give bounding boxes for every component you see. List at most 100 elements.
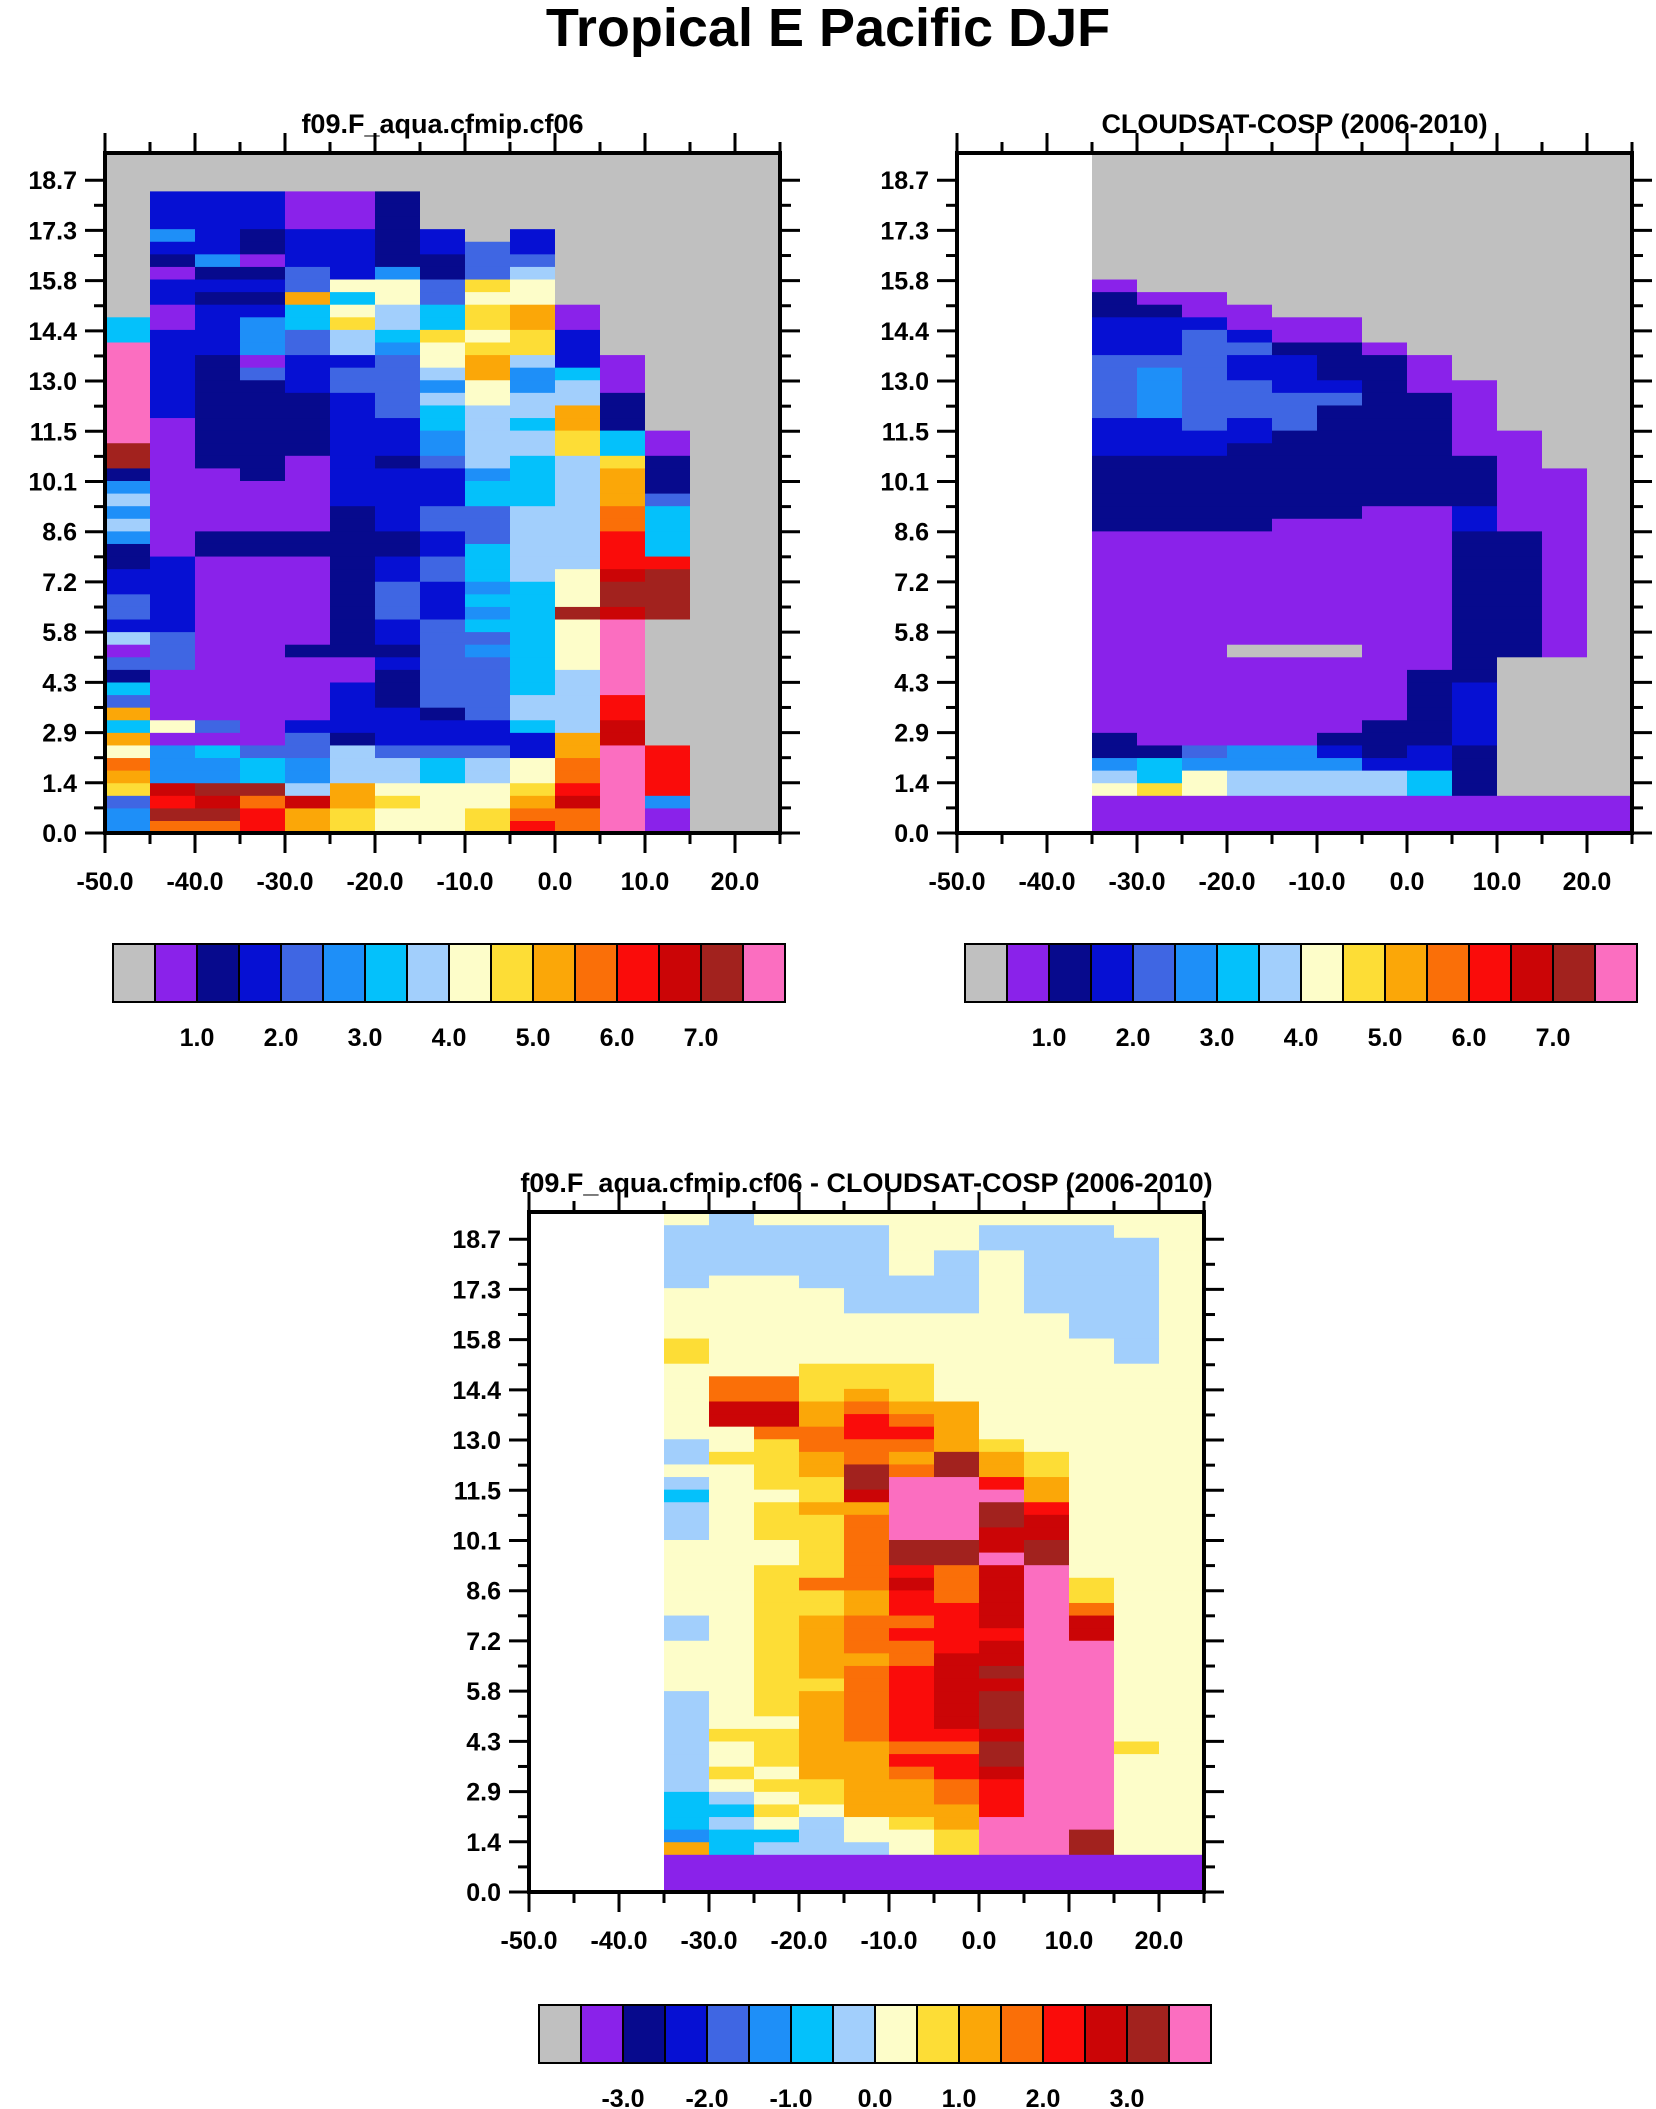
heatmap-cell	[889, 1841, 935, 1855]
heatmap-cell	[1452, 820, 1498, 834]
heatmap-cell	[735, 770, 781, 784]
heatmap-cell	[934, 1426, 980, 1440]
heatmap-cell	[934, 1350, 980, 1364]
heatmap-cell	[420, 379, 466, 393]
heatmap-cell	[195, 593, 241, 607]
heatmap-cell	[420, 770, 466, 784]
heatmap-cell	[465, 782, 511, 796]
heatmap-cell	[600, 354, 646, 368]
heatmap-cell	[285, 215, 331, 230]
heatmap-cell	[844, 1312, 890, 1326]
heatmap-cell	[420, 656, 466, 670]
heatmap-cell	[150, 354, 196, 368]
heatmap-cell	[690, 782, 736, 796]
heatmap-cell	[690, 631, 736, 645]
heatmap-cell	[664, 1778, 710, 1792]
heatmap-cell	[709, 1438, 755, 1452]
heatmap-cell	[1159, 1224, 1205, 1238]
heatmap-cell	[1272, 656, 1318, 670]
heatmap-cell	[1227, 354, 1273, 368]
heatmap-cell	[1452, 530, 1498, 544]
heatmap-cell	[600, 190, 646, 204]
heatmap-cell	[1587, 304, 1633, 318]
heatmap-cell	[844, 1740, 890, 1755]
heatmap-cell	[1137, 581, 1183, 595]
heatmap-cell	[1272, 543, 1318, 557]
heatmap-cell	[375, 241, 421, 255]
heatmap-cell	[150, 732, 196, 746]
heatmap-cell	[709, 1841, 755, 1855]
heatmap-cell	[465, 291, 511, 305]
heatmap-cell	[1362, 505, 1408, 519]
heatmap-cell	[844, 1476, 890, 1490]
heatmap-cell	[1092, 555, 1138, 570]
heatmap-cell	[645, 795, 691, 809]
heatmap-cell	[465, 669, 511, 683]
heatmap-cell	[465, 316, 511, 330]
heatmap-cell	[889, 1501, 935, 1515]
heatmap-cell	[1182, 404, 1228, 419]
heatmap-cell	[555, 165, 601, 179]
heatmap-cell	[1452, 656, 1498, 670]
heatmap-cell	[1407, 153, 1453, 167]
heatmap-cell	[1159, 1627, 1205, 1641]
heatmap-cell	[150, 631, 196, 645]
heatmap-cell	[1137, 404, 1183, 419]
heatmap-cell	[664, 1262, 710, 1276]
heatmap-cell	[690, 644, 736, 658]
heatmap-cell	[1272, 555, 1318, 570]
heatmap-cell	[1497, 593, 1543, 607]
y-tick-label: 17.3	[452, 1276, 501, 1304]
heatmap-cell	[1407, 341, 1453, 356]
heatmap-cell	[1362, 530, 1408, 544]
heatmap-cell	[600, 417, 646, 431]
heatmap-cell	[664, 1690, 710, 1704]
heatmap-cell	[645, 430, 691, 444]
heatmap-cell	[285, 618, 331, 633]
heatmap-cell	[1182, 291, 1228, 305]
heatmap-cell	[1272, 404, 1318, 419]
heatmap-cell	[465, 178, 511, 192]
heatmap-cell	[600, 304, 646, 318]
heatmap-cell	[105, 291, 151, 305]
heatmap-cell	[934, 1703, 980, 1717]
heatmap-cell	[105, 744, 151, 759]
heatmap-cell	[1024, 1703, 1070, 1717]
heatmap-cell	[1497, 304, 1543, 318]
heatmap-cell	[1317, 241, 1363, 255]
heatmap-cell	[330, 316, 376, 330]
heatmap-cell	[1407, 581, 1453, 595]
heatmap-cell	[1114, 1803, 1160, 1818]
y-tick-label: 4.3	[42, 669, 77, 697]
heatmap-cell	[1452, 316, 1498, 330]
heatmap-cell	[1159, 1539, 1205, 1553]
heatmap-cell	[1407, 593, 1453, 607]
heatmap-cell	[330, 455, 376, 469]
heatmap-cell	[285, 530, 331, 544]
heatmap-cell	[1159, 1552, 1205, 1566]
heatmap-cell	[105, 644, 151, 658]
heatmap-cell	[934, 1539, 980, 1553]
heatmap-cell	[735, 606, 781, 620]
heatmap-cell	[465, 656, 511, 670]
heatmap-cell	[1452, 228, 1498, 242]
heatmap-cell	[1227, 329, 1273, 343]
heatmap-cell	[1159, 1753, 1205, 1767]
heatmap-cell	[600, 581, 646, 595]
colorbar-box	[1042, 2004, 1086, 2064]
heatmap-cell	[1497, 807, 1543, 821]
heatmap-cell	[979, 1489, 1025, 1503]
heatmap-cell	[1092, 795, 1138, 809]
heatmap-cell	[105, 518, 151, 532]
heatmap-cell	[1452, 241, 1498, 255]
y-tick-label: 2.9	[466, 1779, 501, 1807]
heatmap-cell	[844, 1766, 890, 1780]
heatmap-cell	[1159, 1854, 1205, 1868]
heatmap-cell	[1227, 681, 1273, 696]
heatmap-cell	[754, 1501, 800, 1515]
heatmap-cell	[645, 354, 691, 368]
heatmap-cell	[735, 505, 781, 519]
heatmap-cell	[690, 807, 736, 821]
heatmap-cell	[735, 669, 781, 683]
heatmap-cell	[1024, 1274, 1070, 1289]
